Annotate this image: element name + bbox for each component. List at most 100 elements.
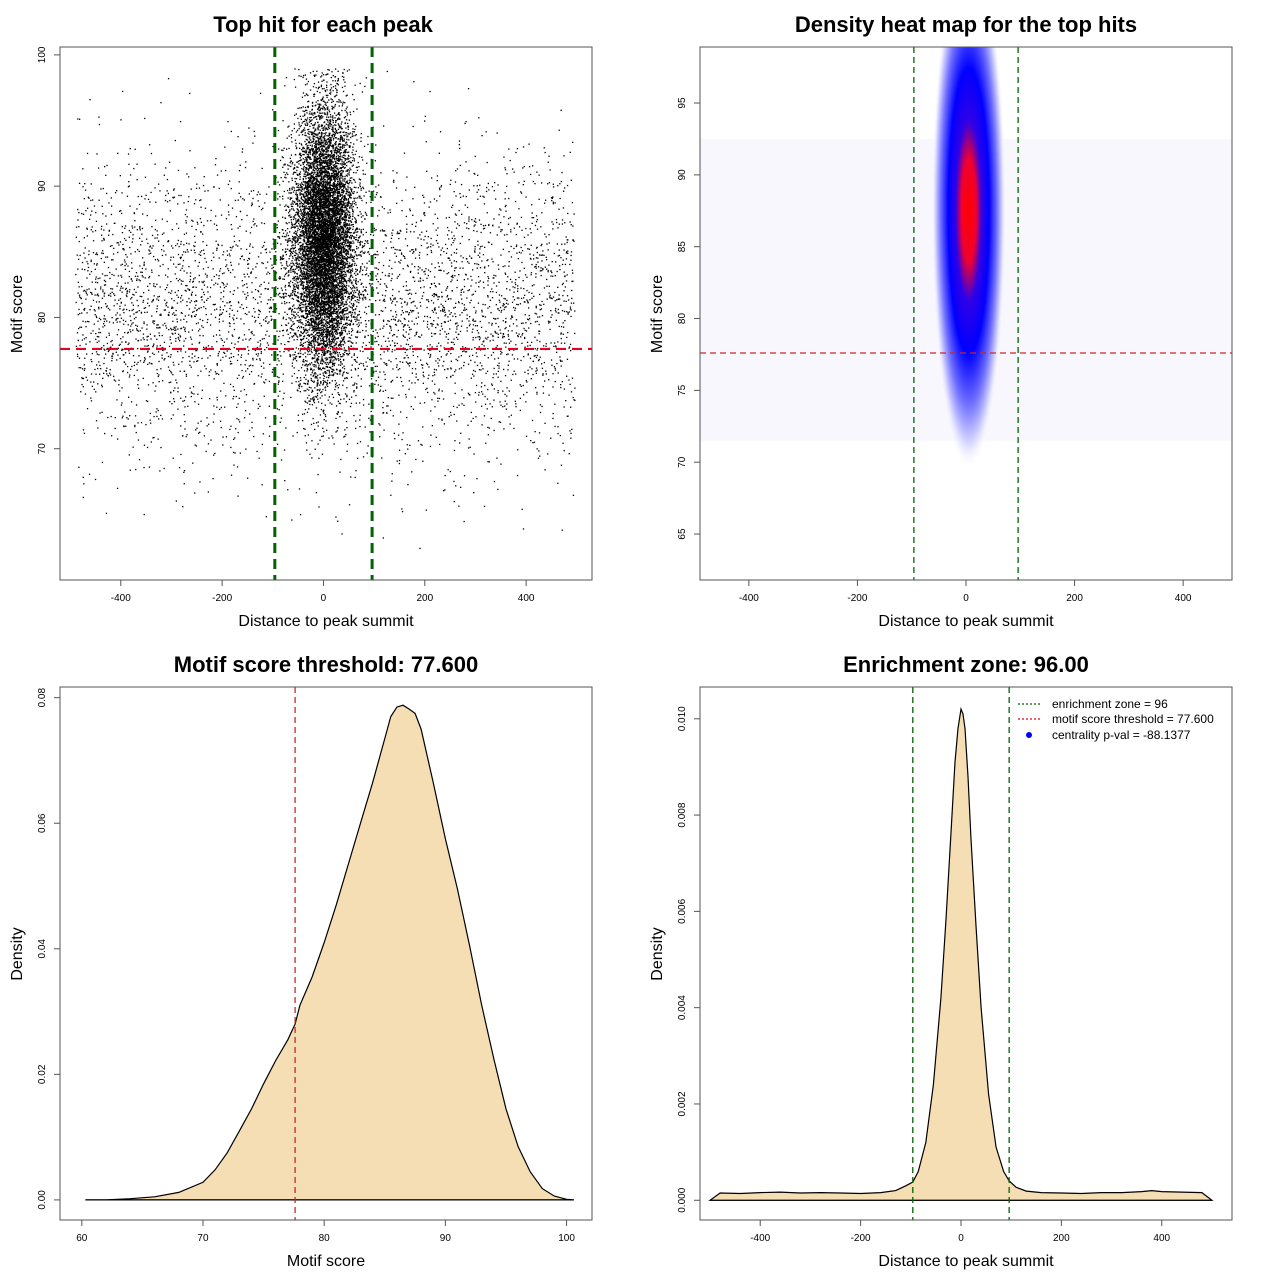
scatter-point	[334, 372, 336, 374]
scatter-point	[338, 282, 340, 284]
scatter-point	[315, 101, 317, 103]
scatter-point	[318, 243, 320, 246]
scatter-point	[324, 368, 326, 370]
scatter-point	[359, 267, 362, 269]
scatter-point	[308, 275, 310, 277]
scatter-point	[344, 209, 346, 211]
scatter-point	[337, 265, 339, 267]
scatter-point	[343, 288, 345, 290]
scatter-point	[338, 149, 340, 151]
scatter-point	[352, 128, 354, 130]
scatter-point	[335, 68, 337, 70]
scatter-point	[338, 234, 340, 236]
scatter-point	[315, 249, 317, 252]
scatter-point	[321, 391, 323, 393]
scatter-point	[320, 84, 323, 86]
scatter-point	[333, 274, 335, 276]
scatter-point	[299, 267, 302, 270]
scatter-point	[302, 342, 305, 344]
scatter-point	[317, 205, 319, 208]
scatter-point	[332, 262, 334, 264]
scatter-point	[320, 214, 322, 216]
scatter-point	[328, 276, 330, 278]
scatter-point	[306, 139, 308, 141]
scatter-point	[341, 246, 343, 249]
scatter-point	[336, 323, 338, 325]
scatter-point	[301, 227, 304, 229]
scatter-point	[338, 287, 340, 289]
scatter-point	[303, 304, 305, 306]
scatter-point	[343, 211, 345, 213]
scatter-point	[293, 357, 295, 359]
scatter-point	[312, 244, 314, 246]
scatter-point	[355, 274, 357, 276]
scatter-point	[324, 266, 326, 268]
scatter-point	[289, 264, 291, 266]
scatter-point	[318, 169, 320, 171]
scatter-point	[347, 251, 349, 253]
scatter-point	[327, 288, 329, 290]
scatter-point	[288, 147, 290, 150]
scatter-point	[304, 301, 306, 303]
scatter-point	[355, 134, 357, 136]
scatter-point	[313, 373, 315, 375]
scatter-point	[349, 177, 352, 179]
scatter-point	[305, 250, 307, 252]
scatter-point	[355, 264, 358, 266]
scatter-point	[316, 217, 318, 219]
scatter-point	[348, 157, 350, 160]
scatter-point	[341, 309, 343, 311]
scatter-point	[320, 308, 322, 310]
scatter-point	[347, 154, 350, 157]
scatter-point	[307, 173, 309, 175]
scatter-point	[310, 192, 312, 194]
scatter-point	[319, 303, 321, 305]
scatter-point	[284, 268, 286, 270]
scatter-point	[331, 328, 333, 330]
scatter-point	[328, 339, 330, 341]
scatter-point	[344, 323, 347, 325]
scatter-point	[306, 147, 308, 149]
scatter-point	[303, 292, 305, 294]
scatter-point	[322, 384, 324, 386]
scatter-point	[292, 354, 294, 356]
scatter-point	[323, 312, 325, 315]
scatter-point	[345, 242, 347, 245]
scatter-point	[351, 269, 353, 272]
scatter-point	[321, 173, 323, 175]
scatter-point	[327, 284, 329, 286]
scatter-point	[331, 119, 334, 121]
scatter-point	[311, 195, 313, 197]
scatter-point	[300, 220, 303, 222]
scatter-point	[307, 190, 309, 193]
scatter-point	[334, 211, 336, 213]
scatter-point	[323, 292, 325, 294]
scatter-point	[324, 129, 326, 131]
scatter-point	[311, 263, 313, 265]
scatter-point	[327, 126, 330, 129]
scatter-point	[304, 140, 306, 143]
scatter-point	[336, 298, 339, 300]
scatter-point	[303, 236, 305, 239]
scatter-point	[324, 169, 327, 171]
scatter-point	[334, 380, 336, 382]
scatter-point	[332, 288, 335, 290]
scatter-point	[328, 194, 330, 196]
scatter-point	[320, 231, 322, 234]
scatter-point	[309, 203, 311, 205]
scatter-point	[337, 158, 339, 160]
scatter-point	[308, 189, 310, 191]
scatter-point	[332, 216, 334, 218]
scatter-point	[340, 101, 342, 103]
scatter-point	[295, 332, 297, 334]
scatter-point	[352, 284, 354, 286]
scatter-point	[334, 266, 336, 269]
scatter-point	[318, 197, 320, 199]
scatter-point	[306, 174, 308, 176]
scatter-point	[326, 199, 328, 201]
scatter-point	[299, 206, 301, 208]
scatter-point	[302, 121, 304, 123]
scatter-point	[343, 161, 345, 163]
scatter-point	[313, 209, 315, 211]
scatter-point	[337, 426, 339, 429]
